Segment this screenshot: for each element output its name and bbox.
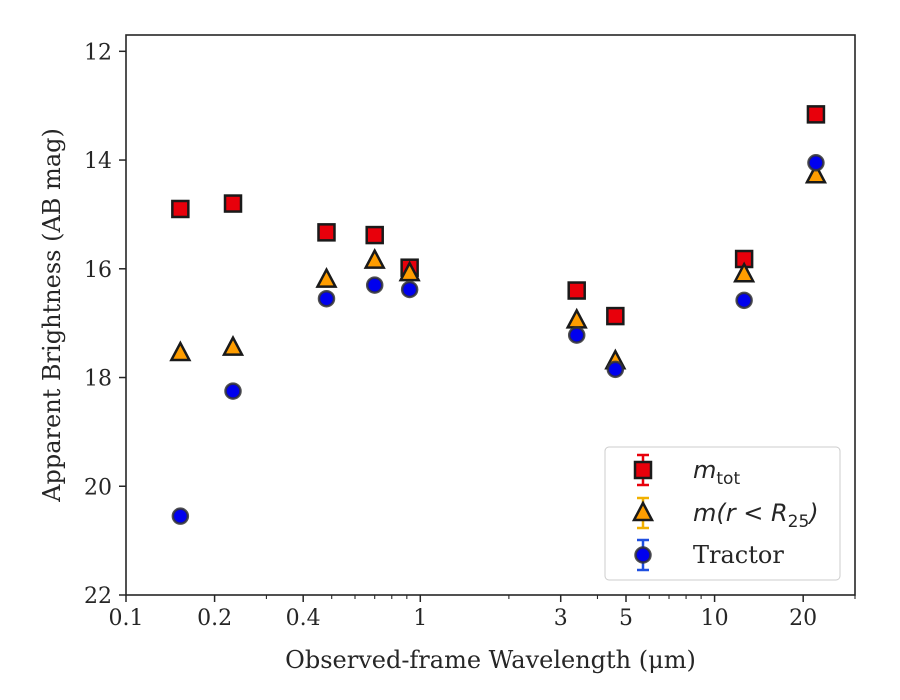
data-point-square: [317, 223, 336, 242]
y-axis-ticks: 12 14 16 18 20 22: [84, 40, 126, 609]
data-point-circle: [171, 507, 190, 525]
legend-marker-circle: [634, 538, 652, 572]
legend-marker-shape: [633, 460, 653, 480]
data-point-square: [606, 306, 625, 326]
x-axis-label: Observed-frame Wavelength (μm): [285, 646, 696, 674]
data-point-circle: [400, 280, 419, 299]
data-point-circle: [807, 154, 825, 172]
data-points: [169, 105, 828, 525]
legend-label: Tractor: [693, 541, 784, 569]
x-tick-label: 0.2: [197, 606, 232, 631]
data-point-triangle: [315, 266, 338, 288]
data-point-circle: [735, 291, 753, 310]
legend-marker-square: [633, 453, 653, 487]
data-point-square: [806, 105, 826, 124]
y-tick-label: 22: [84, 584, 112, 609]
data-point-triangle: [565, 307, 588, 329]
y-tick-label: 14: [84, 149, 112, 174]
y-tick-label: 16: [84, 258, 112, 283]
plot-area: [125, 34, 856, 596]
x-tick-label: 3: [554, 606, 568, 631]
x-tick-label: 0.4: [286, 606, 321, 631]
legend-marker-triangle: [631, 496, 655, 530]
data-point-square: [171, 199, 190, 219]
x-tick-label: 20: [789, 606, 817, 631]
data-point-triangle: [169, 340, 192, 362]
data-point-triangle: [804, 162, 828, 184]
data-point-square: [365, 225, 384, 245]
y-tick-label: 20: [84, 475, 112, 500]
data-point-circle: [224, 382, 242, 400]
data-point-square: [567, 281, 586, 300]
legend-frame: [604, 446, 841, 581]
y-tick-label: 18: [84, 367, 112, 392]
legend-marker-shape: [634, 546, 652, 564]
x-tick-label: 10: [701, 606, 729, 631]
data-point-circle: [365, 276, 384, 294]
x-tick-label: 5: [619, 606, 633, 631]
data-point-triangle: [363, 247, 386, 269]
legend: mtot m(r < R25) Tractor: [604, 446, 841, 581]
data-point-triangle: [733, 261, 756, 283]
y-axis-label: Apparent Brightness (AB mag): [38, 128, 66, 503]
data-point-circle: [606, 360, 625, 379]
legend-label: mtot: [693, 456, 740, 489]
data-point-circle: [567, 326, 586, 344]
data-point-circle: [317, 289, 336, 308]
legend-marker-shape: [631, 500, 655, 522]
x-axis-ticks: 0.1 0.2 0.4 1 3 5 10 20: [109, 595, 856, 631]
data-point-triangle: [221, 334, 245, 356]
y-tick-label: 12: [84, 40, 112, 65]
data-point-triangle: [398, 260, 421, 282]
data-point-square: [223, 194, 243, 213]
legend-label: m(r < R25): [693, 499, 819, 532]
x-tick-label: 0.1: [109, 606, 144, 631]
x-tick-label: 1: [413, 606, 427, 631]
plot-frame: [125, 34, 856, 596]
